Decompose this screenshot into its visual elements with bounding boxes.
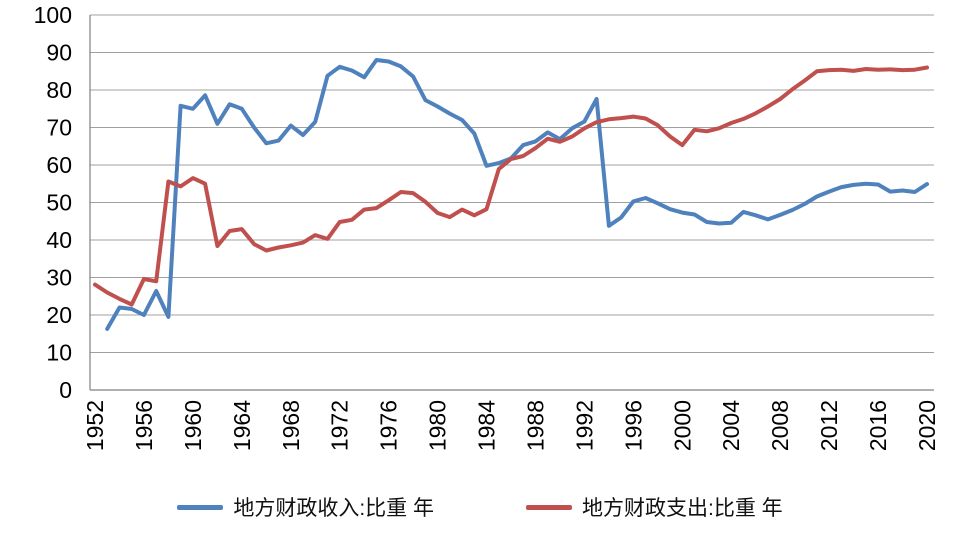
y-axis-tick-label: 30 [46,265,72,291]
y-axis-tick-label: 40 [46,227,72,253]
legend-swatch-expenditure-line [526,504,572,510]
x-axis-tick-label: 1988 [522,400,548,451]
y-axis-tick-label: 10 [46,340,72,366]
legend-label-expenditure: 地方财政支出:比重 年 [582,497,783,520]
x-axis-tick-label: 1984 [474,400,500,451]
x-axis-tick-label: 1980 [425,400,451,451]
x-axis-tick-label: 1960 [180,400,206,451]
x-axis-tick-label: 2000 [669,400,695,451]
legend-item-local-expenditure: 地方财政支出:比重 年 [526,492,783,522]
legend: 地方财政收入:比重 年 地方财政支出:比重 年 [0,492,960,522]
y-axis-tick-label: 50 [46,190,72,216]
legend-item-local-revenue: 地方财政收入:比重 年 [177,492,434,522]
y-axis-tick-label: 70 [46,115,72,141]
legend-swatch-revenue-line [177,504,224,510]
x-axis-tick-label: 1976 [376,400,402,451]
x-axis-tick-label: 1952 [82,400,108,451]
local-revenue-share-line [105,58,929,331]
legend-label-revenue: 地方财政收入:比重 年 [233,497,434,520]
y-axis-tick-label: 100 [34,2,72,28]
y-axis-tick-label: 60 [46,152,72,178]
x-axis-tick-label: 1992 [571,400,597,451]
x-axis-tick-label: 2004 [718,400,744,451]
y-axis-tick-label: 80 [46,77,72,103]
x-axis-tick-label: 1956 [131,400,157,451]
x-axis-tick-label: 2012 [816,400,842,451]
x-axis-tick-label: 2016 [865,400,891,451]
x-axis-tick-label: 1996 [620,400,646,451]
x-axis-tick-label: 2008 [767,400,793,451]
x-axis-tick-label: 1964 [229,400,255,451]
y-axis-tick-label: 20 [46,302,72,328]
x-axis-tick-label: 2020 [914,400,940,451]
y-axis-tick-label: 0 [59,377,72,403]
x-axis-tick-label: 1972 [327,400,353,451]
y-axis-tick-label: 90 [46,40,72,66]
x-axis-tick-label: 1968 [278,400,304,451]
local-expenditure-share-line [93,65,929,307]
